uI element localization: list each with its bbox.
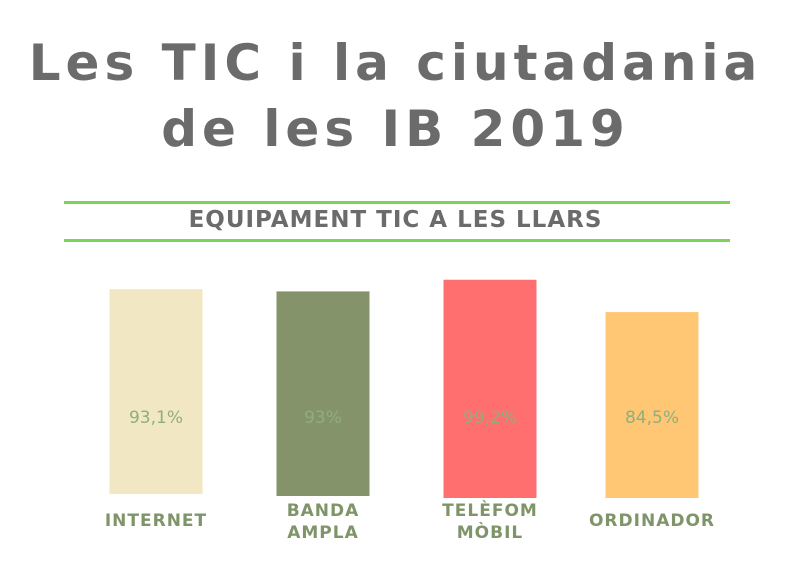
chart-subtitle: EQUIPAMENT TIC A LES LLARS [188, 207, 603, 233]
category-label-0-0: INTERNET [105, 511, 207, 531]
title-rule-bottom [64, 239, 730, 242]
bar-3 [605, 312, 699, 498]
bar-1 [276, 291, 370, 496]
title-rule-top [64, 201, 730, 204]
category-label-3-0: ORDINADOR [589, 511, 715, 531]
category-label-2-1: MÒBIL [457, 521, 523, 543]
category-label-1-0: BANDA [287, 501, 360, 521]
bar-2 [443, 279, 537, 498]
bar-0 [109, 289, 203, 494]
value-label-2: 99,2% [463, 408, 517, 428]
category-label-2-0: TELÈFOM [442, 499, 538, 521]
value-label-3: 84,5% [625, 408, 679, 428]
category-label-1-1: AMPLA [287, 523, 359, 543]
value-label-1: 93% [304, 408, 342, 428]
value-label-0: 93,1% [129, 408, 183, 428]
chart-title: Les TIC i la ciutadania de les IB 2019 [28, 34, 763, 158]
